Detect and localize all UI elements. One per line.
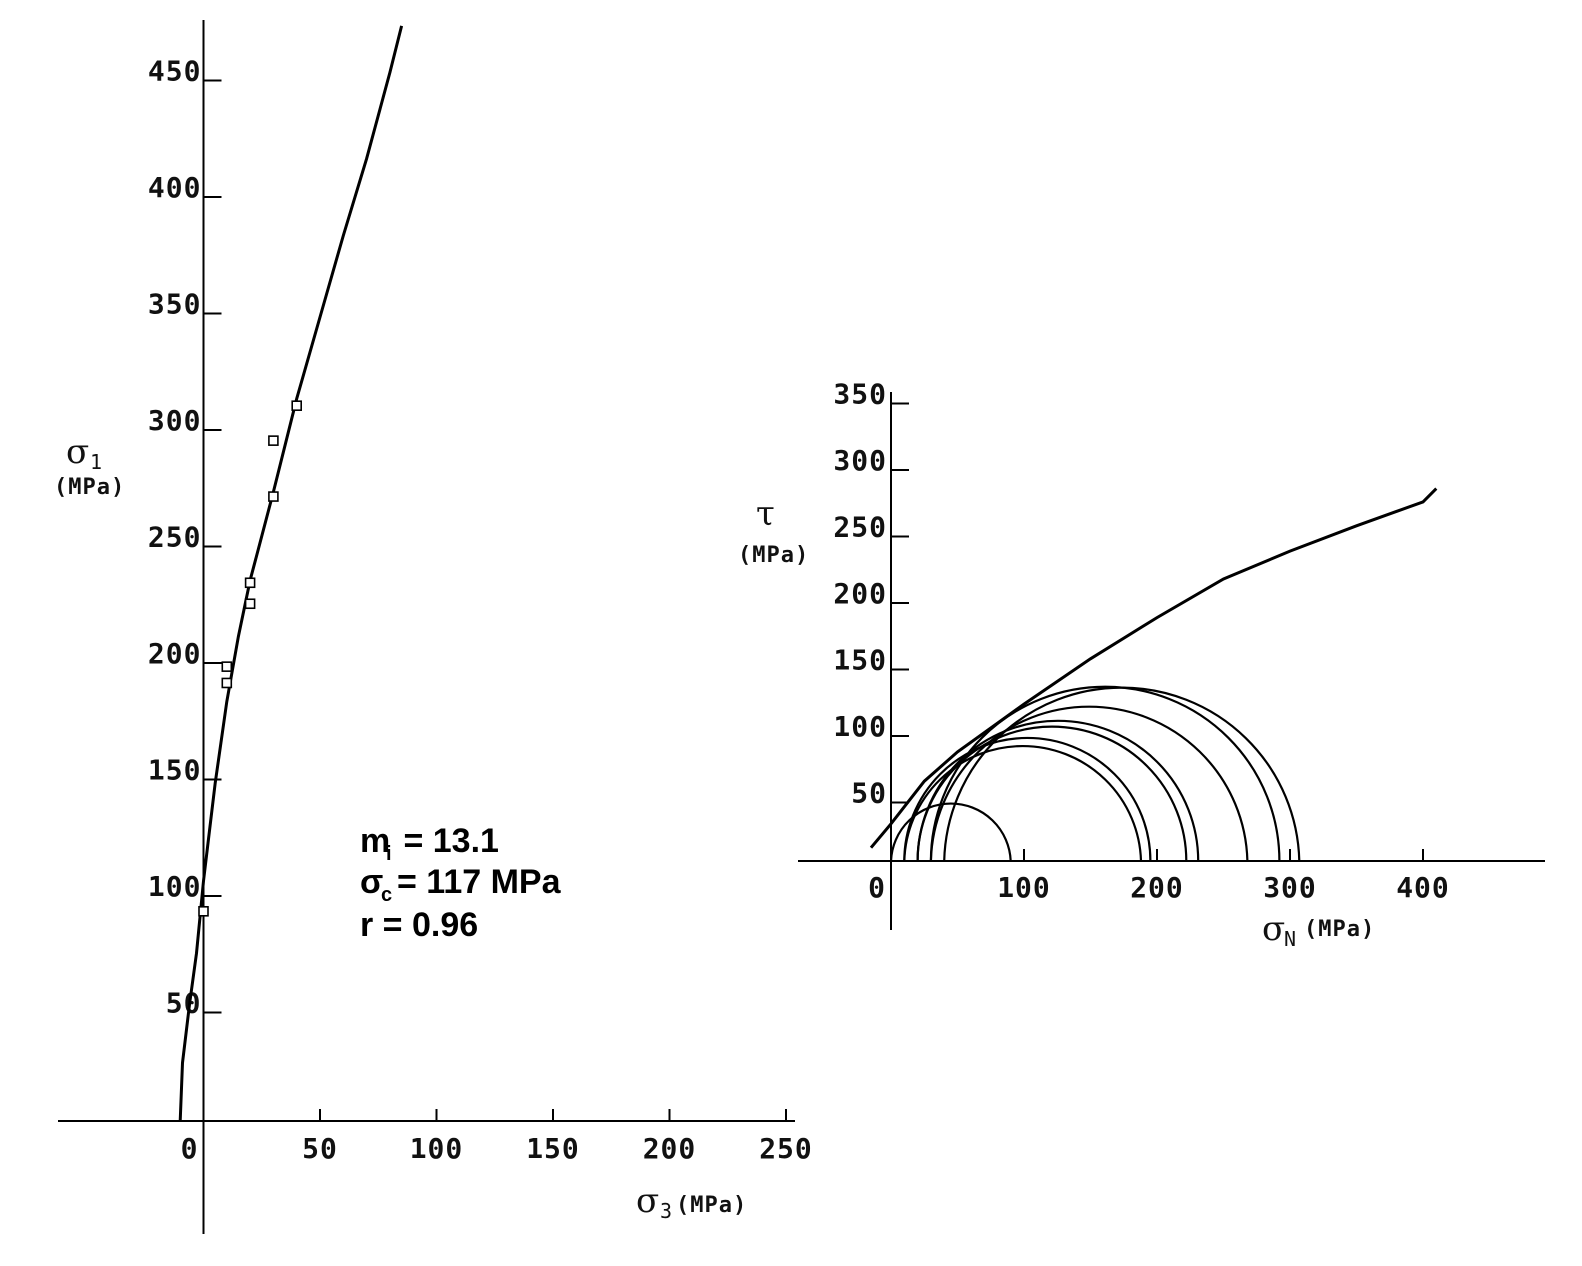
- left-y-tick-label: 400: [148, 171, 202, 204]
- param-sigc-value: = 117 MPa: [397, 863, 562, 901]
- right-y-tick-label: 150: [833, 644, 887, 677]
- mohr-circle: [929, 705, 1249, 862]
- right-y-axis-symbol: τ: [756, 494, 775, 534]
- param-mi-value: = 13.1: [394, 822, 499, 860]
- left-x-tick-label: 0: [181, 1132, 199, 1165]
- left-x-axis-symbol: σ: [636, 1181, 659, 1221]
- right-x-axis-unit: (MPa): [1304, 917, 1375, 942]
- right-y-tick-label: 200: [833, 577, 887, 610]
- right-x-axis-subscript: N: [1284, 927, 1296, 951]
- mohr-circle: [929, 685, 1281, 862]
- right-y-tick-label: 300: [833, 444, 887, 477]
- left-chart-ticks: 0 50 100 150 200 250 50 100 150 200 250 300 350 400 45…: [148, 55, 813, 1166]
- right-chart-ticks: 0 100 200 300 400 50 100 150 200 250 300 350: [833, 378, 1450, 905]
- right-x-axis-symbol: σ: [1262, 909, 1285, 949]
- left-y-tick-label: 350: [148, 288, 202, 321]
- mohr-circle: [943, 686, 1301, 862]
- left-x-tick-label: 250: [759, 1132, 813, 1165]
- left-y-tick-label: 50: [166, 987, 202, 1020]
- left-x-tick-label: 50: [302, 1132, 338, 1165]
- right-x-tick-label: 400: [1396, 871, 1450, 904]
- right-y-tick-label: 350: [833, 378, 887, 411]
- left-x-tick-label: 200: [643, 1132, 697, 1165]
- param-sigc-label: σ: [360, 863, 383, 901]
- mohr-circle: [903, 736, 1152, 862]
- mohr-circle: [903, 745, 1143, 862]
- left-y-axis-symbol: σ: [66, 432, 89, 472]
- left-y-tick-label: 250: [148, 521, 202, 554]
- data-point-marker: [244, 577, 256, 589]
- data-point-marker: [221, 677, 233, 689]
- mohr-circle: [889, 802, 1012, 862]
- left-y-tick-label: 200: [148, 637, 202, 670]
- right-x-tick-label: 200: [1130, 871, 1184, 904]
- right-x-tick-label: 0: [868, 871, 886, 904]
- data-point-marker: [291, 400, 303, 411]
- right-x-tick-label: 100: [997, 871, 1051, 904]
- mohr-envelope-line: [869, 487, 1438, 849]
- left-y-tick-label: 450: [148, 55, 202, 88]
- right-y-tick-label: 250: [833, 511, 887, 544]
- data-point-marker: [244, 598, 256, 610]
- left-y-axis-subscript: 1: [90, 450, 102, 474]
- mohr-circle: [916, 725, 1188, 862]
- left-chart-fitted-curve: [178, 25, 404, 1122]
- left-x-tick-label: 100: [410, 1132, 464, 1165]
- right-x-tick-label: 300: [1263, 871, 1317, 904]
- fit-parameters: m i = 13.1 σ c = 117 MPa r = 0.96: [360, 822, 562, 944]
- data-point-marker: [198, 905, 209, 917]
- left-y-tick-label: 150: [148, 754, 202, 787]
- right-y-axis-unit: (MPa): [738, 543, 809, 568]
- param-sigc-subscript: c: [381, 884, 392, 906]
- chart-tau-vs-sigmaN: 0 100 200 300 400 50 100 150 200 250 300 350 τ (MPa…: [738, 378, 1545, 951]
- param-r: r = 0.96: [360, 906, 478, 944]
- left-x-tick-label: 150: [526, 1132, 580, 1165]
- mohr-circles: [889, 685, 1301, 862]
- left-y-tick-label: 300: [148, 404, 202, 437]
- param-mi-subscript: i: [386, 843, 392, 865]
- right-y-tick-label: 50: [851, 777, 887, 810]
- failure-envelope: [869, 487, 1438, 849]
- data-point-marker: [268, 491, 279, 502]
- left-y-tick-label: 100: [148, 870, 202, 903]
- mohr-circle: [916, 719, 1200, 862]
- left-y-axis-unit: (MPa): [54, 475, 125, 500]
- chart-sigma1-vs-sigma3: 0 50 100 150 200 250 50 100 150 200 250 300 350 400 45…: [54, 20, 813, 1234]
- data-point-marker: [268, 435, 279, 446]
- left-chart-data-points: [198, 400, 303, 917]
- data-point-marker: [221, 661, 233, 672]
- left-x-axis-subscript: 3: [660, 1199, 672, 1223]
- param-mi-label: m: [360, 822, 390, 860]
- hoek-brown-fit-line: [178, 25, 404, 1122]
- left-x-axis-unit: (MPa): [676, 1193, 747, 1218]
- right-chart-axes: [798, 392, 1545, 930]
- right-y-tick-label: 100: [833, 710, 887, 743]
